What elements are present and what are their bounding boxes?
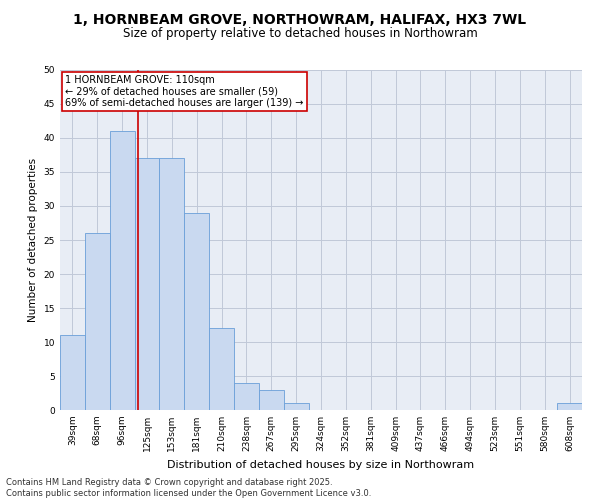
Y-axis label: Number of detached properties: Number of detached properties [28, 158, 38, 322]
Text: 1, HORNBEAM GROVE, NORTHOWRAM, HALIFAX, HX3 7WL: 1, HORNBEAM GROVE, NORTHOWRAM, HALIFAX, … [73, 12, 527, 26]
Bar [160, 158, 184, 410]
Text: 1 HORNBEAM GROVE: 110sqm
← 29% of detached houses are smaller (59)
69% of semi-d: 1 HORNBEAM GROVE: 110sqm ← 29% of detach… [65, 75, 304, 108]
Bar [85, 233, 110, 410]
Bar [60, 335, 85, 410]
Text: Contains HM Land Registry data © Crown copyright and database right 2025.
Contai: Contains HM Land Registry data © Crown c… [6, 478, 371, 498]
Bar [134, 158, 160, 410]
Bar [259, 390, 284, 410]
X-axis label: Distribution of detached houses by size in Northowram: Distribution of detached houses by size … [167, 460, 475, 469]
Bar [209, 328, 234, 410]
Bar [234, 383, 259, 410]
Bar [284, 403, 308, 410]
Bar [557, 403, 582, 410]
Text: Size of property relative to detached houses in Northowram: Size of property relative to detached ho… [122, 28, 478, 40]
Bar [110, 131, 134, 410]
Bar [184, 213, 209, 410]
